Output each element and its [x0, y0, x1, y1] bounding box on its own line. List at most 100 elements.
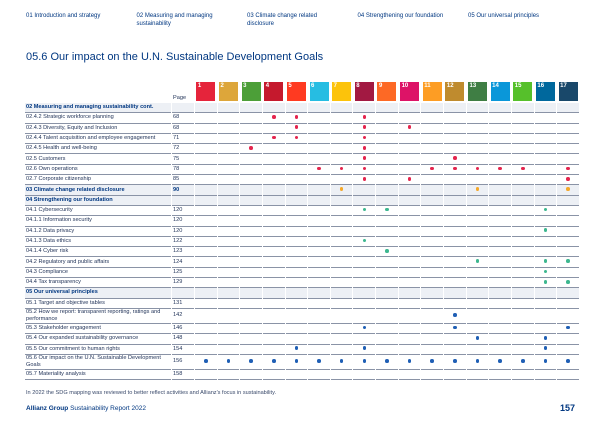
nav-link[interactable]: 03 Climate change related disclosure [247, 13, 318, 27]
sdg-cell [511, 175, 534, 186]
sdg-cell [353, 124, 376, 134]
sdg-cell [217, 309, 240, 324]
sdg-cell [534, 124, 557, 134]
sdg-cell [557, 237, 579, 248]
sdg-cell [444, 195, 466, 206]
sdg-cell [511, 144, 534, 155]
sdg-cell [511, 278, 534, 289]
row-page: 148 [172, 334, 194, 345]
table-row: 02.4.3 Diversity, Equity and Inclusion 68 [25, 124, 579, 134]
sdg-number: 1 [197, 83, 202, 89]
sdg-cell [195, 268, 217, 279]
sdg-cell [511, 185, 534, 196]
nav-link[interactable]: 05 Our universal principles [468, 13, 540, 19]
sdg-cell [353, 345, 376, 355]
sdg-cell [285, 134, 308, 145]
sdg-cell [330, 144, 353, 155]
sdg-cell [262, 103, 285, 114]
sdg-cell [217, 355, 240, 370]
sdg-cell [466, 124, 489, 134]
sdg-cell [330, 103, 353, 114]
sdg-dot [339, 166, 344, 171]
sdg-cell [262, 309, 285, 324]
sdg-header: 11 [421, 82, 443, 103]
sdg-cell [444, 247, 466, 258]
table-row: 04.1.3 Data ethics 122 [25, 237, 579, 248]
sdg-cell [376, 103, 398, 114]
footer-report: Sustainability Report 2022 [70, 405, 146, 412]
sdg-cell [217, 124, 240, 134]
sdg-cell [217, 278, 240, 289]
sdg-cell [421, 324, 444, 335]
sdg-cell [398, 370, 421, 381]
sdg-cell [444, 227, 466, 237]
row-label: 02.4.3 Diversity, Equity and Inclusion [25, 124, 171, 134]
row-page: 156 [172, 355, 194, 370]
sdg-cell [330, 288, 353, 299]
sdg-cell [308, 185, 330, 196]
sdg-cell [285, 324, 308, 335]
sdg-cell [557, 278, 579, 289]
sdg-cell [466, 206, 489, 217]
nav-link[interactable]: 02 Measuring and managing sustainability [136, 13, 213, 27]
sdg-cell [534, 257, 557, 268]
sdg-cell [489, 144, 511, 155]
table-row: 02.7 Corporate citizenship 85 [25, 175, 579, 186]
sdg-cell [557, 175, 579, 186]
sdg-cell [421, 227, 444, 237]
sdg-header: 8 [353, 82, 375, 103]
sdg-cell [444, 355, 466, 370]
sdg-cell [376, 278, 398, 289]
sdg-cell [489, 370, 511, 381]
sdg-cell [398, 227, 421, 237]
sdg-cell [421, 334, 444, 345]
sdg-cell [195, 134, 217, 145]
sdg-cell [466, 247, 489, 258]
sdg-dot [317, 359, 321, 363]
sdg-cell [376, 165, 398, 176]
sdg-number: 3 [243, 83, 247, 89]
sdg-cell [262, 154, 285, 165]
sdg-dot [543, 259, 548, 263]
sdg-cell [330, 195, 353, 206]
sdg-dot [362, 346, 367, 350]
nav-link[interactable]: 04 Strengthening our foundation [357, 13, 444, 19]
sdg-cell [240, 206, 262, 217]
table-row: 04.4 Tax transparency 129 [25, 278, 579, 289]
sdg-cell [557, 370, 579, 381]
row-page: 129 [172, 278, 194, 289]
sdg-cell [285, 278, 308, 289]
sdg-cell [240, 355, 262, 370]
sdg-dot [566, 359, 570, 363]
sdg-cell [240, 175, 262, 186]
sdg-cell [534, 113, 557, 124]
table-row: 04.3 Compliance 125 [25, 268, 579, 279]
sdg-dot [520, 166, 525, 171]
sdg-cell [444, 345, 466, 355]
sdg-cell [262, 195, 285, 206]
sdg-cell [217, 103, 240, 114]
sdg-cell [217, 257, 240, 268]
sdg-number: 17 [560, 83, 567, 89]
sdg-dot [543, 228, 548, 233]
sdg-cell [353, 257, 376, 268]
sdg-cell [444, 154, 466, 165]
sdg-cell [330, 206, 353, 217]
table-row: 04.1.1 Information security 120 [25, 216, 579, 227]
sdg-cell [308, 195, 330, 206]
sdg-dot [362, 238, 367, 243]
sdg-cell [285, 206, 308, 217]
sdg-cell [557, 247, 579, 258]
sdg-cell [195, 257, 217, 268]
sdg-dot [498, 166, 502, 171]
sdg-cell [489, 227, 511, 237]
sdg-cell [195, 175, 217, 186]
nav-link[interactable]: 01 Introduction and strategy [26, 13, 101, 19]
sdg-number: 8 [356, 83, 360, 89]
sdg-icon: 11 [422, 82, 442, 101]
sdg-cell [217, 185, 240, 196]
sdg-cell [217, 268, 240, 279]
sdg-cell [353, 185, 376, 196]
sdg-cell [353, 370, 376, 381]
sdg-cell [285, 257, 308, 268]
